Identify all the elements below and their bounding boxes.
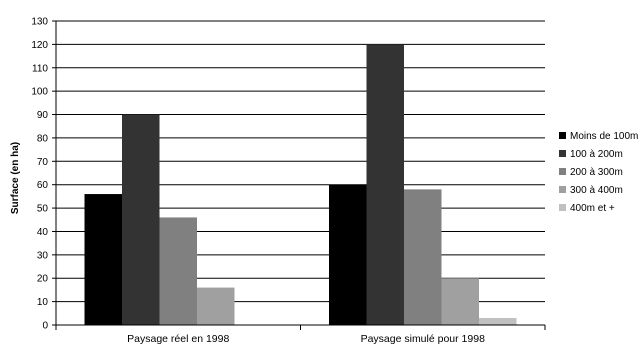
legend-label-4: 400m et + (570, 203, 615, 214)
y-tick-label: 120 (31, 40, 48, 51)
y-tick-label: 70 (37, 157, 49, 168)
y-tick-label: 20 (37, 274, 49, 285)
legend: Moins de 100m 100 à 200m 200 à 300m 300 à 4… (559, 131, 638, 214)
bar-1-0 (329, 184, 367, 325)
x-tick-label: Paysage simulé pour 1998 (361, 333, 485, 345)
x-tick-label: Paysage réel en 1998 (127, 333, 229, 345)
y-tick-label: 50 (37, 204, 49, 215)
bar-0-3 (197, 287, 235, 325)
y-axis-label: Surface (en ha) (10, 142, 21, 214)
legend-swatch-1 (559, 150, 566, 157)
bars (84, 44, 517, 326)
legend-label-3: 300 à 400m (570, 185, 623, 196)
y-tick-label: 60 (37, 180, 49, 191)
y-tick-label: 90 (37, 110, 49, 121)
legend-swatch-2 (559, 168, 566, 175)
bar-1-1 (366, 44, 404, 326)
bar-0-0 (84, 194, 122, 325)
bar-1-3 (441, 278, 479, 325)
bar-0-2 (159, 217, 197, 325)
bar-1-2 (404, 189, 442, 325)
bar-1-4 (479, 317, 517, 325)
y-tick-label: 0 (42, 321, 48, 332)
y-tick-label: 40 (37, 227, 49, 238)
bar-0-1 (122, 114, 160, 326)
y-tick-label: 130 (31, 17, 48, 28)
y-tick-label: 80 (37, 133, 49, 144)
y-tick-label: 110 (32, 63, 48, 74)
legend-swatch-4 (559, 204, 566, 211)
legend-label-1: 100 à 200m (570, 149, 623, 160)
y-tick-label: 100 (31, 87, 48, 98)
y-tick-label: 30 (37, 250, 49, 261)
legend-label-0: Moins de 100m (570, 131, 638, 142)
legend-label-2: 200 à 300m (570, 167, 623, 178)
legend-swatch-3 (559, 186, 566, 193)
axes: 0 10 20 30 40 50 60 70 80 90 100 110 120 130 Paysage r… (31, 17, 546, 345)
legend-swatch-0 (559, 132, 566, 139)
y-tick-label: 10 (37, 297, 49, 308)
